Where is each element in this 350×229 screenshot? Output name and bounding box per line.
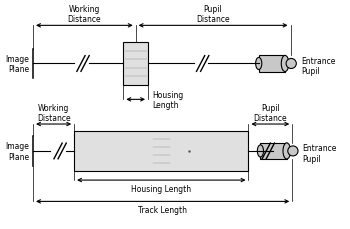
Text: Entrance
Pupil: Entrance Pupil xyxy=(302,144,337,163)
Bar xyxy=(260,143,287,159)
Text: Pupil
Distance: Pupil Distance xyxy=(196,5,230,24)
Text: Pupil
Distance: Pupil Distance xyxy=(253,103,287,123)
Text: Track Length: Track Length xyxy=(138,206,187,215)
Text: Housing Length: Housing Length xyxy=(131,184,191,193)
Bar xyxy=(123,43,148,85)
Ellipse shape xyxy=(281,56,289,72)
Text: Working
Distance: Working Distance xyxy=(68,5,101,24)
Text: Housing
Length: Housing Length xyxy=(152,90,183,109)
Ellipse shape xyxy=(256,58,262,70)
Bar xyxy=(74,131,248,171)
Ellipse shape xyxy=(283,143,290,159)
Text: Working
Distance: Working Distance xyxy=(37,103,70,123)
Bar xyxy=(259,56,285,72)
Text: Entrance
Pupil: Entrance Pupil xyxy=(301,57,335,76)
Text: Image
Plane: Image Plane xyxy=(5,55,29,74)
Ellipse shape xyxy=(286,59,296,69)
Ellipse shape xyxy=(257,145,264,157)
Ellipse shape xyxy=(288,146,298,156)
Text: Image
Plane: Image Plane xyxy=(5,142,29,161)
